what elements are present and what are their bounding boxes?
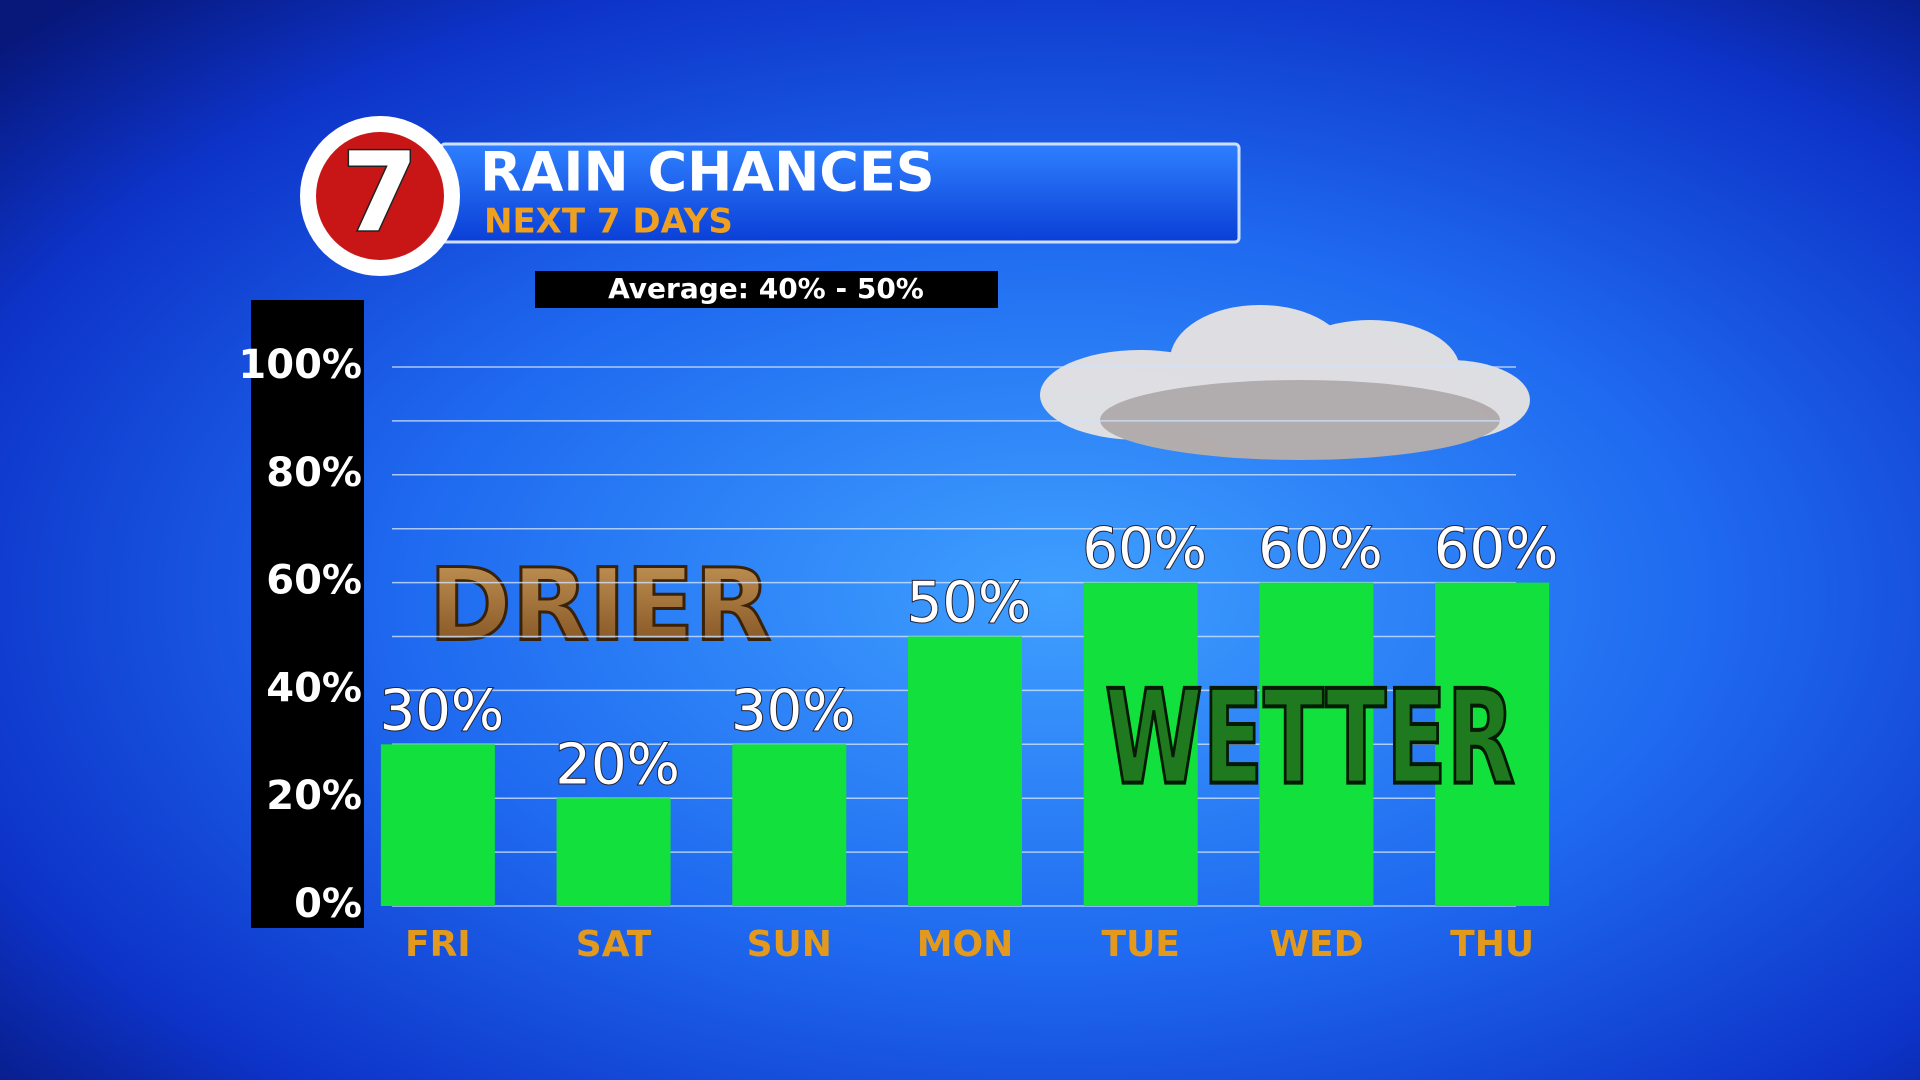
bar <box>1259 582 1374 906</box>
bar <box>380 744 495 906</box>
value-label: 60% <box>1434 517 1558 582</box>
y-tick-label: 20% <box>266 773 362 819</box>
note-box <box>535 271 998 308</box>
x-tick-label: MON <box>917 924 1014 965</box>
value-label: 50% <box>907 571 1031 636</box>
value-label: 30% <box>380 678 504 743</box>
chart-title: RAIN CHANCES <box>480 141 935 204</box>
logo-disc <box>316 132 444 260</box>
y-tick-label: 60% <box>266 558 362 604</box>
bar <box>1083 582 1198 906</box>
x-tick-label: SUN <box>747 924 832 965</box>
y-tick-label: 80% <box>266 450 362 496</box>
y-tick-label: 100% <box>238 342 362 388</box>
annotation: WETTER <box>1105 662 1515 814</box>
bar <box>556 798 671 906</box>
bar <box>1435 582 1550 906</box>
bar <box>908 636 1022 906</box>
value-label: 30% <box>731 678 855 743</box>
bar <box>732 744 847 906</box>
y-axis-panel <box>251 300 364 928</box>
x-tick-label: THU <box>1450 924 1534 965</box>
annotation: DRIER <box>429 546 772 663</box>
y-tick-label: 40% <box>266 665 362 711</box>
y-tick-label: 0% <box>294 881 362 927</box>
x-tick-label: WED <box>1269 924 1363 965</box>
x-tick-label: FRI <box>405 924 471 965</box>
x-tick-label: SAT <box>576 924 652 965</box>
value-label: 60% <box>1258 517 1382 582</box>
logo-text: 7 <box>342 128 419 256</box>
x-tick-label: TUE <box>1102 924 1180 965</box>
note: Average: 40% - 50% <box>608 272 924 305</box>
chart-subtitle: NEXT 7 DAYS <box>484 202 733 242</box>
value-label: 20% <box>555 732 679 797</box>
cloud <box>1040 305 1530 460</box>
value-label: 60% <box>1082 517 1206 582</box>
